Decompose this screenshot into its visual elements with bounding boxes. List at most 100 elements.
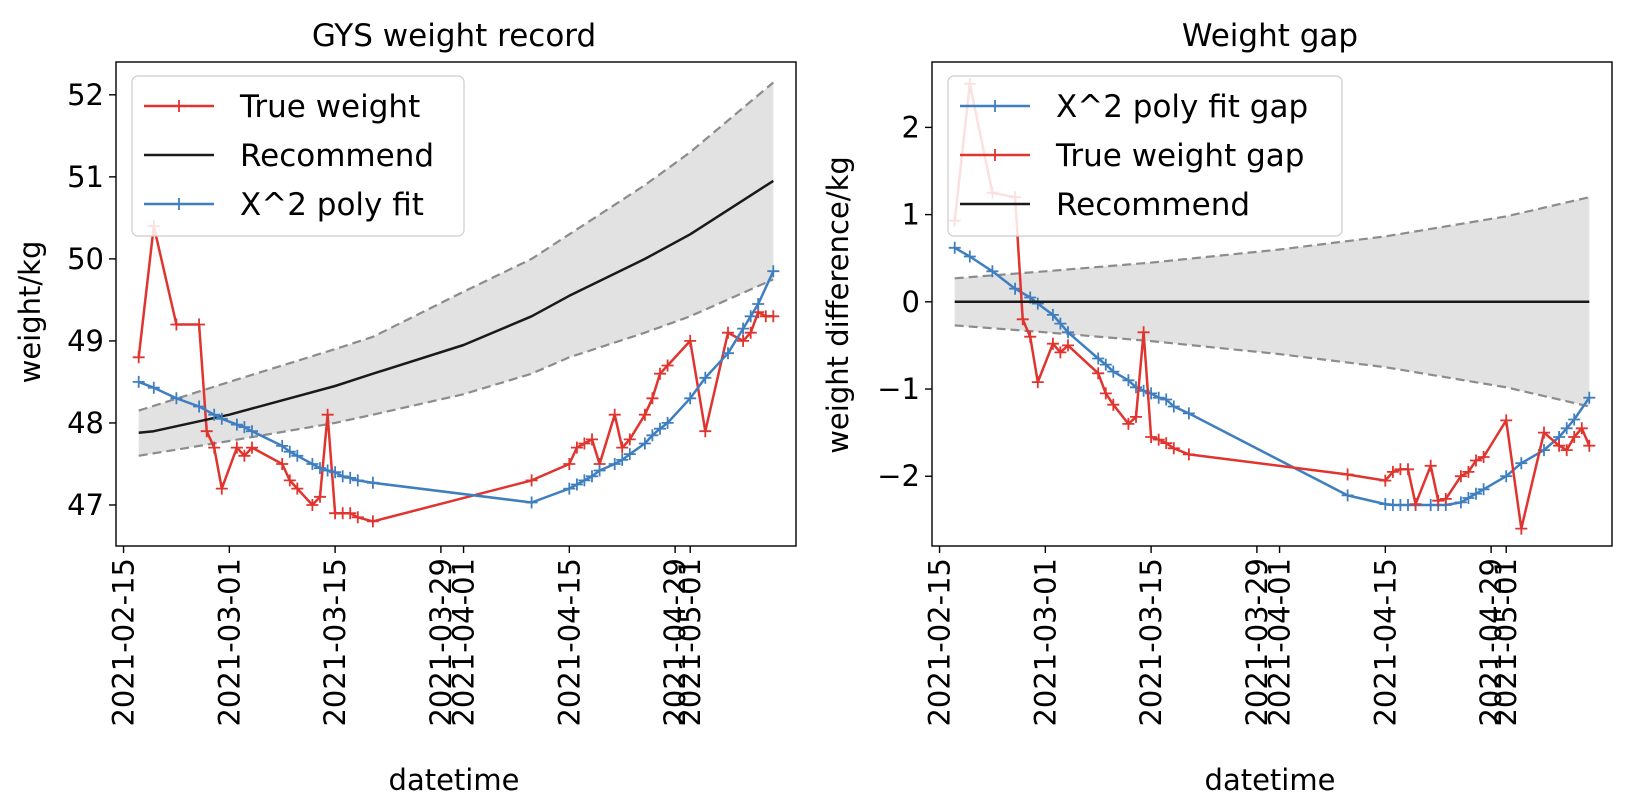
data-point-x-2-poly-fit	[283, 445, 296, 458]
data-point-x-2-poly-fit	[336, 470, 349, 483]
data-point-x-2-poly-fit	[132, 375, 145, 388]
data-point-true-weight	[351, 511, 364, 524]
y-tick-label: 50	[67, 242, 104, 276]
data-point-x-2-poly-fit	[321, 464, 334, 477]
chart-left-x-axis: 2021-02-15 2021-03-01 2021-03-15 2021-03-29…	[107, 546, 707, 727]
data-point-x-2-poly-fit	[246, 425, 258, 438]
data-point-x-2-poly-fit-gap	[1560, 422, 1573, 435]
data-point-x-2-poly-fit	[276, 439, 289, 452]
data-point-x-2-poly-fit-gap	[1099, 358, 1112, 371]
data-point-true-weight	[306, 499, 319, 511]
data-point-x-2-poly-fit	[578, 474, 591, 487]
data-point-true-weight	[208, 441, 221, 454]
data-point-true-weight-gap	[1092, 367, 1105, 380]
series-line-x-2-poly-fit-gap	[954, 246, 1591, 507]
data-point-x-2-poly-fit-gap	[1009, 282, 1022, 295]
legend-label-true-weight: True weight	[239, 89, 420, 125]
data-point-x-2-poly-fit-gap	[1454, 496, 1467, 509]
band-upper-line	[138, 81, 775, 412]
data-point-true-weight	[563, 458, 576, 470]
data-point-true-weight-gap	[1515, 522, 1528, 535]
data-point-true-weight	[684, 334, 697, 347]
x-tick-label: 2021-03-29	[424, 558, 458, 727]
data-point-x-2-poly-fit-gap	[1107, 365, 1120, 378]
legend-marker-true-weight	[173, 100, 185, 112]
data-point-true-weight	[215, 482, 228, 495]
x-tick-label: 2021-03-15	[1134, 558, 1168, 727]
data-point-true-weight	[586, 433, 598, 446]
data-point-x-2-poly-fit-gap	[1182, 407, 1195, 420]
data-point-true-weight-gap	[1583, 439, 1596, 452]
data-point-x-2-poly-fit-gap	[1500, 470, 1513, 483]
data-point-x-2-poly-fit-gap	[1152, 391, 1165, 404]
data-point-x-2-poly-fit	[646, 429, 659, 442]
x-tick-label: 2021-04-15	[552, 558, 586, 727]
data-point-x-2-poly-fit	[661, 416, 674, 429]
series-line-true-weight	[137, 224, 774, 523]
data-point-true-weight-gap	[1560, 444, 1573, 457]
data-point-x-2-poly-fit	[722, 347, 734, 360]
y-tick-label: 48	[67, 406, 104, 440]
legend-label-true-weight-gap: True weight gap	[1055, 138, 1304, 174]
data-point-x-2-poly-fit-gap	[1470, 487, 1482, 500]
x-tick-label: 2021-03-15	[318, 558, 352, 727]
data-point-true-weight	[170, 318, 183, 331]
data-point-x-2-poly-fit	[525, 496, 538, 509]
data-point-true-weight	[616, 441, 629, 454]
data-point-x-2-poly-fit	[638, 437, 651, 450]
data-point-x-2-poly-fit	[586, 470, 598, 483]
data-point-true-weight-gap	[1016, 313, 1029, 326]
data-point-x-2-poly-fit	[208, 408, 221, 421]
data-point-x-2-poly-fit	[291, 449, 304, 462]
y-tick-label: 49	[67, 324, 104, 358]
data-point-x-2-poly-fit	[654, 422, 666, 435]
chart-left: GYS weight record datetime weight/kg 474…	[13, 18, 797, 796]
legend-marker-poly-fit	[173, 198, 185, 210]
x-tick-label: 2021-05-01	[673, 558, 707, 727]
data-point-true-weight-gap	[1130, 410, 1142, 423]
x-tick-label: 2021-04-29	[658, 558, 692, 727]
chart-left-y-axis: 47 48 49 50 51 52	[67, 78, 116, 522]
data-point-x-2-poly-fit	[767, 265, 780, 278]
legend-label-recommend-gap: Recommend	[1056, 187, 1250, 223]
data-point-true-weight-gap	[1341, 468, 1354, 481]
data-point-x-2-poly-fit	[344, 471, 357, 484]
y-tick-label: 52	[67, 78, 104, 112]
data-point-x-2-poly-fit	[608, 458, 621, 470]
data-point-true-weight-gap	[1402, 463, 1414, 476]
data-point-true-weight	[321, 408, 334, 421]
data-point-x-2-poly-fit-gap	[1477, 483, 1490, 496]
data-point-x-2-poly-fit-gap	[1583, 391, 1596, 404]
data-point-true-weight-gap	[1553, 439, 1566, 452]
chart-left-legend: True weight Recommend X^2 poly fit	[131, 75, 465, 237]
data-point-x-2-poly-fit	[230, 418, 243, 431]
data-point-x-2-poly-fit	[147, 381, 160, 394]
data-point-x-2-poly-fit-gap	[1462, 492, 1475, 504]
data-point-true-weight-gap	[1409, 498, 1422, 511]
y-tick-label: 51	[67, 160, 104, 194]
data-point-true-weight	[737, 334, 750, 347]
confidence-band	[138, 82, 774, 456]
data-point-x-2-poly-fit-gap	[1130, 381, 1142, 394]
x-tick-label: 2021-04-29	[1474, 558, 1508, 727]
data-point-x-2-poly-fit	[570, 478, 583, 491]
series-line-recommend	[138, 179, 774, 435]
data-point-true-weight	[638, 408, 651, 421]
data-point-x-2-poly-fit	[215, 412, 228, 425]
y-tick-label: 2	[902, 110, 920, 144]
chart-left-legend-box	[131, 75, 465, 237]
chart-right-xlabel: datetime	[1205, 763, 1336, 796]
chart-right: Weight gap datetime weight difference/kg…	[821, 18, 1613, 796]
chart-left-series	[132, 179, 780, 528]
data-point-true-weight-gap	[1568, 431, 1581, 443]
data-point-x-2-poly-fit	[593, 464, 606, 477]
data-point-true-weight-gap	[1439, 492, 1452, 505]
x-tick-label: 2021-02-15	[107, 558, 141, 727]
data-point-true-weight-gap	[1462, 465, 1475, 478]
data-point-true-weight	[246, 441, 258, 454]
data-point-x-2-poly-fit	[616, 453, 629, 466]
data-point-x-2-poly-fit-gap	[1122, 374, 1135, 387]
y-tick-label: 1	[902, 198, 920, 232]
data-point-true-weight	[578, 437, 591, 450]
